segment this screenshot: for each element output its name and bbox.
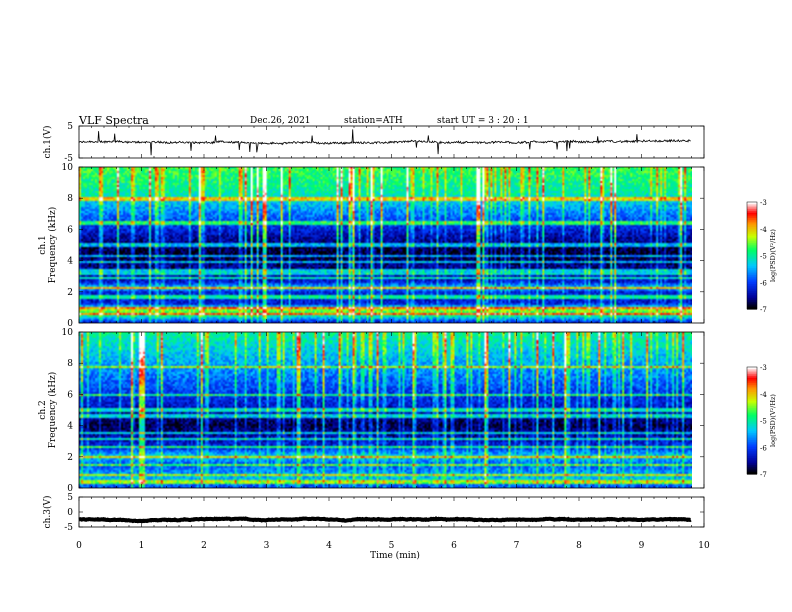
- ch1-waveform-panel: 5 -5 ch.1(V): [42, 122, 705, 164]
- ch2-spectrogram-ytick-label: 2: [67, 453, 73, 463]
- x-tick-label: 3: [264, 541, 270, 551]
- ch1-spectrogram-ytick-label: 10: [62, 163, 74, 173]
- ch2-spectrogram-ytick-label: 0: [67, 484, 73, 494]
- ch3-waveform-panel: 5 0 -5 ch.3(V): [42, 493, 705, 533]
- ch1-spectrogram-image: [79, 167, 692, 323]
- ch2-spectrogram-colorbar-tick: -4: [760, 391, 767, 399]
- ch1-spectrogram-ytick-label: 0: [67, 319, 73, 329]
- ch1-spectrogram-colorbar-tick: -7: [760, 306, 767, 314]
- x-tick-label: 5: [389, 541, 395, 551]
- ch2-spectrogram-ylabel: Frequency (kHz): [47, 372, 58, 449]
- ch3-waveform-trace: [78, 516, 692, 524]
- ch1-spectrogram-panel: -3 -4 -5 -6 -7 log(PSD)(V²/Hz) 0 2 4 6 8 10 ch.1 Freq…: [38, 163, 777, 329]
- x-tick-label: 2: [201, 541, 207, 551]
- x-tick-label: 0: [76, 541, 82, 551]
- ch1-spectrogram-colorbar-tick: -3: [760, 199, 767, 207]
- ch2-spectrogram-image: [79, 332, 692, 488]
- ch1-waveform-trace: [78, 129, 691, 156]
- ch2-spectrogram-ylabel: ch.2: [38, 400, 48, 419]
- ch1-waveform-ylabel: ch.1(V): [42, 126, 53, 159]
- x-tick-label: 10: [698, 541, 710, 551]
- x-axis-label: Time (min): [370, 550, 420, 561]
- ch3-waveform-ytick-label: 5: [67, 493, 73, 503]
- date-label: Dec.26, 2021: [250, 116, 311, 126]
- ch1-spectrogram-ytick-label: 4: [67, 257, 73, 267]
- ch2-spectrogram-ytick-label: 4: [67, 422, 73, 432]
- ch1-waveform-ytick-label: -5: [64, 154, 73, 164]
- ch3-waveform-ytick-label: -5: [64, 523, 73, 533]
- x-tick-label: 9: [639, 541, 645, 551]
- ch1-spectrogram-colorbar-label: log(PSD)(V²/Hz): [769, 229, 777, 282]
- time-axis: 0 1 2 3 4 5 6 7 8 9 10: [76, 541, 710, 551]
- ch1-spectrogram-colorbar-tick: -6: [760, 279, 767, 287]
- ch3-waveform-ytick-label: 0: [67, 508, 73, 518]
- ch2-spectrogram-colorbar: [746, 366, 758, 475]
- ch2-spectrogram-ytick-label: 6: [67, 390, 73, 400]
- x-tick-label: 1: [139, 541, 145, 551]
- figure-title: VLF Spectra: [78, 114, 149, 127]
- station-label: station=ATH: [344, 116, 403, 126]
- ch1-spectrogram-ytick-label: 8: [67, 194, 73, 204]
- ch2-spectrogram-colorbar-label: log(PSD)(V²/Hz): [769, 394, 777, 447]
- ch2-spectrogram-ytick-label: 10: [62, 328, 74, 338]
- ch1-spectrogram-ytick-label: 2: [67, 288, 73, 298]
- start-time-label: start UT = 3 : 20 : 1: [437, 116, 529, 126]
- ch1-spectrogram-ylabel: ch.1: [38, 235, 48, 254]
- x-tick-label: 4: [326, 541, 332, 551]
- ch1-spectrogram-colorbar-tick: -4: [760, 226, 767, 234]
- ch2-spectrogram-ytick-label: 8: [67, 359, 73, 369]
- ch2-spectrogram-colorbar-tick: -3: [760, 364, 767, 372]
- x-tick-label: 8: [576, 541, 582, 551]
- ch2-spectrogram-colorbar-tick: -6: [760, 444, 767, 452]
- ch1-spectrogram-ytick-label: 6: [67, 225, 73, 235]
- x-tick-label: 7: [514, 541, 520, 551]
- ch3-waveform-ylabel: ch.3(V): [42, 496, 53, 529]
- x-tick-label: 6: [451, 541, 457, 551]
- ch1-spectrogram-colorbar-tick: -5: [760, 253, 767, 261]
- ch1-waveform-ytick-label: 5: [67, 122, 73, 132]
- ch2-spectrogram-panel: -3 -4 -5 -6 -7 log(PSD)(V²/Hz) 0 2 4 6 8 10 ch.2 Freq…: [38, 328, 777, 494]
- ch1-spectrogram-ylabel: Frequency (kHz): [47, 207, 58, 284]
- ch2-spectrogram-colorbar-tick: -5: [760, 418, 767, 426]
- ch1-spectrogram-colorbar: [746, 201, 758, 310]
- ch2-spectrogram-colorbar-tick: -7: [760, 471, 767, 479]
- ch3-waveform-frame: [78, 496, 705, 528]
